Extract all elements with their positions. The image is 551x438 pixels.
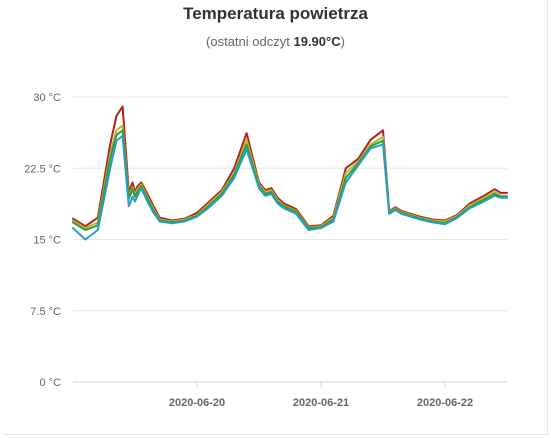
latest-reading-value: 19.90: [293, 34, 327, 49]
series-line-2: [72, 124, 508, 230]
series-group: [72, 105, 508, 241]
y-tick-label: 15 °C: [33, 235, 61, 247]
x-axis: 2020-06-20 2020-06-21 2020-06-22: [169, 382, 473, 409]
x-tick-label: 2020-06-20: [169, 397, 225, 409]
series-line-4: [72, 135, 508, 241]
y-axis: 0 °C 7.5 °C 15 °C 22.5 °C 30 °C: [24, 92, 61, 389]
y-tick-label: 7.5 °C: [30, 306, 61, 318]
grid-lines: [73, 96, 507, 383]
subtitle-suffix: ): [340, 34, 345, 49]
x-tick-label: 2020-06-21: [293, 397, 349, 409]
latest-reading-unit: °C: [326, 34, 341, 49]
y-tick-label: 30 °C: [33, 92, 61, 104]
chart-subtitle: (ostatni odczyt 19.90°C): [0, 34, 551, 49]
x-tick-label: 2020-06-22: [417, 397, 473, 409]
y-tick-label: 0 °C: [39, 377, 61, 389]
chart-title: Temperatura powietrza: [183, 4, 368, 23]
subtitle-prefix: (ostatni odczyt: [206, 34, 290, 49]
series-line-3: [72, 129, 508, 231]
y-tick-label: 22.5 °C: [24, 163, 61, 175]
